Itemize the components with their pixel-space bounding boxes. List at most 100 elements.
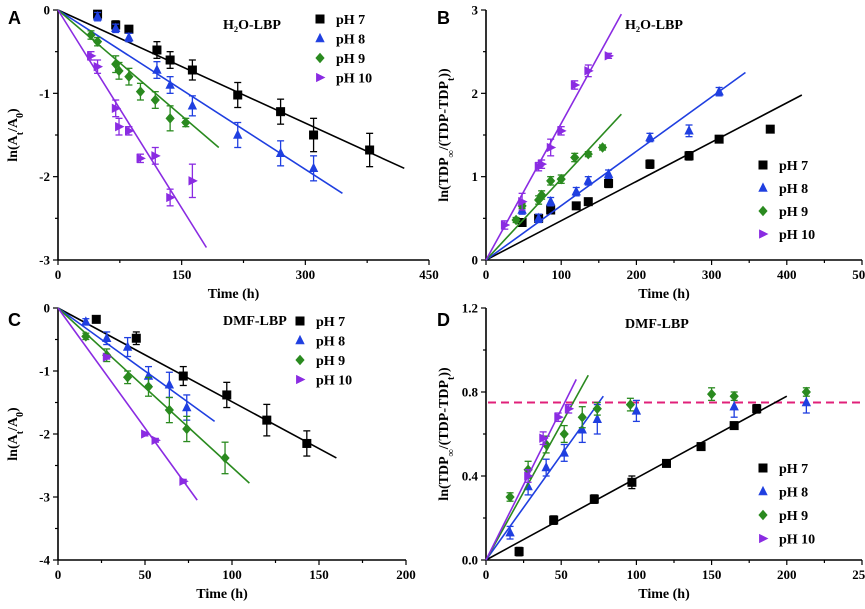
x-axis-title: Time (h) bbox=[638, 287, 690, 302]
series-ph8 bbox=[485, 71, 746, 261]
data-point bbox=[122, 341, 133, 351]
legend-label: pH 7 bbox=[336, 13, 365, 28]
x-tick-label: 450 bbox=[419, 267, 439, 282]
y-tick-label: 0.4 bbox=[462, 469, 479, 484]
data-point bbox=[165, 79, 175, 89]
data-point bbox=[729, 390, 739, 402]
data-point bbox=[125, 126, 135, 136]
legend-item: pH 8 bbox=[315, 33, 365, 48]
legend-marker bbox=[758, 182, 768, 192]
data-point bbox=[556, 173, 566, 185]
legend-item: pH 7 bbox=[758, 462, 808, 477]
legend-label: pH 8 bbox=[779, 486, 808, 501]
data-point bbox=[166, 192, 176, 203]
y-axis-title: ln(TDP∞/(TDP-TDPt)) bbox=[437, 367, 457, 501]
fit-line bbox=[57, 307, 250, 484]
data-point bbox=[518, 196, 528, 207]
x-tick-label: 50 bbox=[139, 567, 152, 582]
data-point bbox=[102, 332, 112, 342]
legend-label: pH 9 bbox=[336, 52, 365, 67]
legend-label: pH 10 bbox=[779, 533, 815, 548]
x-axis-title: Time (h) bbox=[638, 587, 690, 602]
panel-letter: B bbox=[437, 8, 450, 28]
data-point bbox=[696, 442, 706, 452]
legend-item: pH 9 bbox=[758, 509, 808, 524]
legend-marker bbox=[315, 14, 325, 24]
data-point bbox=[570, 80, 581, 90]
data-point bbox=[592, 413, 602, 424]
legend-item: pH 10 bbox=[316, 72, 372, 87]
data-point bbox=[583, 148, 593, 160]
data-point bbox=[546, 142, 557, 153]
x-tick-label: 0 bbox=[483, 267, 490, 282]
legend-item: pH 10 bbox=[759, 533, 815, 548]
fit-line bbox=[57, 9, 220, 149]
y-tick-label: 0 bbox=[472, 253, 479, 268]
data-point bbox=[308, 162, 319, 173]
data-point bbox=[554, 412, 564, 422]
data-point bbox=[91, 314, 101, 324]
x-tick-label: 500 bbox=[852, 267, 865, 282]
data-point bbox=[571, 201, 581, 211]
x-tick-label: 100 bbox=[551, 267, 571, 282]
data-point bbox=[500, 220, 511, 230]
legend-item: pH 9 bbox=[315, 52, 365, 67]
legend: pH 7 pH 8 pH 9 pH 10 bbox=[758, 159, 815, 243]
legend-item: pH 9 bbox=[295, 354, 345, 369]
fit-line bbox=[485, 113, 622, 261]
data-point bbox=[123, 372, 133, 383]
legend: pH 7 pH 8 pH 9 pH 10 bbox=[315, 13, 372, 87]
y-tick-label: 1 bbox=[472, 169, 479, 184]
data-point bbox=[150, 94, 160, 106]
series-ph8 bbox=[57, 9, 343, 195]
panel-c: C 0 50 100 150 200 -4 -3 -2 -1 0 Time (h) ln(At/A0) D… bbox=[6, 301, 416, 603]
fit-line bbox=[57, 9, 343, 195]
data-point bbox=[583, 197, 593, 207]
data-point bbox=[86, 29, 96, 41]
legend-marker bbox=[316, 72, 326, 83]
series-ph9 bbox=[485, 374, 811, 561]
data-point bbox=[222, 390, 232, 400]
data-point bbox=[143, 381, 154, 393]
panel-letter: D bbox=[437, 310, 450, 330]
series-ph9 bbox=[57, 9, 220, 149]
legend-marker bbox=[295, 316, 305, 326]
data-point bbox=[765, 124, 775, 134]
data-point bbox=[115, 121, 125, 132]
legend-marker bbox=[759, 229, 769, 239]
legend: pH 7 pH 8 pH 9 pH 10 bbox=[295, 315, 352, 389]
data-point bbox=[524, 471, 534, 481]
x-tick-label: 200 bbox=[396, 567, 416, 582]
y-tick-label: -2 bbox=[39, 169, 50, 184]
data-point bbox=[275, 147, 286, 158]
panel-letter: C bbox=[8, 310, 21, 330]
data-point bbox=[93, 61, 104, 72]
data-point bbox=[604, 51, 615, 61]
data-point bbox=[589, 494, 599, 504]
data-point bbox=[124, 71, 134, 82]
x-tick-label: 100 bbox=[222, 567, 242, 582]
data-point bbox=[549, 515, 559, 525]
y-axis-title: ln(At/A0) bbox=[6, 407, 26, 461]
data-point bbox=[102, 352, 113, 362]
data-point bbox=[111, 22, 121, 33]
series-ph7 bbox=[57, 307, 337, 459]
series-ph10 bbox=[57, 9, 208, 248]
legend-label: pH 9 bbox=[316, 354, 345, 369]
data-point bbox=[661, 458, 671, 468]
legend-item: pH 8 bbox=[295, 335, 345, 350]
data-point bbox=[81, 331, 91, 342]
panel-title: DMF-LBP bbox=[625, 317, 689, 332]
data-point bbox=[309, 130, 319, 140]
panel-title: DMF-LBP bbox=[223, 314, 287, 329]
y-axis-title: ln(TDP∞/(TDP-TDPt)) bbox=[437, 68, 457, 202]
data-point bbox=[136, 153, 146, 164]
legend-label: pH 10 bbox=[336, 72, 372, 87]
data-point bbox=[141, 429, 151, 439]
legend-label: pH 8 bbox=[336, 33, 365, 48]
x-tick-label: 300 bbox=[702, 267, 722, 282]
data-point bbox=[505, 491, 515, 503]
x-tick-label: 400 bbox=[777, 267, 797, 282]
y-tick-label: -3 bbox=[39, 490, 50, 505]
